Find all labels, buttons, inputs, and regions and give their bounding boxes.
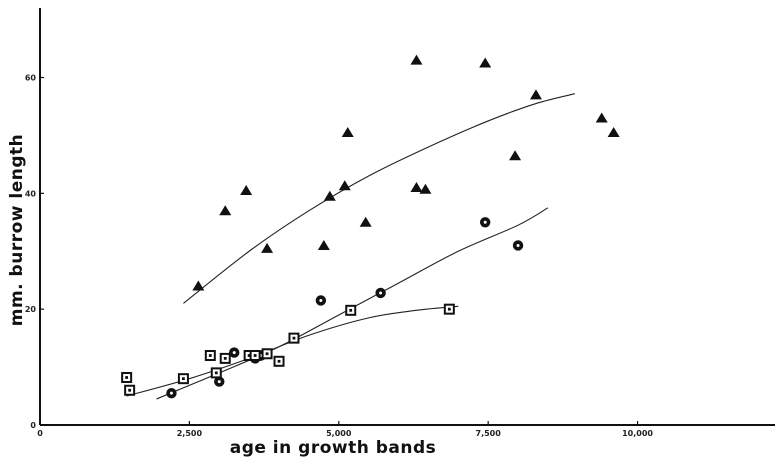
square-point-center: [265, 352, 269, 356]
triangle-point: [219, 205, 232, 216]
triangle-point: [341, 127, 354, 138]
x-axis-title: age in growth bands: [230, 438, 437, 458]
circle-point-center: [169, 391, 173, 395]
circle-point-center: [379, 291, 383, 295]
x-tick-label: 7,500: [476, 429, 502, 438]
triangle-point: [338, 180, 351, 191]
trend-line-square: [126, 305, 459, 397]
square-point-center: [292, 336, 296, 340]
triangle-point: [479, 57, 492, 68]
circle-point-center: [232, 351, 236, 355]
x-tick-label: 5,000: [326, 429, 352, 438]
square-point-center: [277, 359, 281, 363]
y-axis-title: mm. burrow length: [7, 134, 27, 327]
square-point-center: [253, 354, 257, 357]
axes: [39, 8, 775, 426]
triangle-point: [410, 54, 423, 65]
trend-line-circle: [156, 207, 549, 400]
x-tick-label: 2,500: [177, 429, 203, 438]
square-point-center: [214, 371, 218, 375]
square-point-center: [182, 377, 185, 381]
triangle-point: [529, 89, 542, 100]
square-point-center: [447, 307, 451, 311]
ticks: 0 2,500 5,000 7,500 10,000 0 20 40 60: [25, 74, 654, 439]
circle-point-center: [217, 380, 221, 384]
y-tick-label: 40: [25, 189, 37, 198]
y-tick-label: 60: [25, 74, 37, 83]
triangle-point: [240, 184, 253, 195]
x-tick-label: 10,000: [622, 429, 653, 438]
y-tick-label: 20: [25, 305, 37, 314]
data-markers: [121, 54, 620, 399]
triangle-point: [359, 216, 372, 227]
triangle-point: [419, 183, 432, 194]
y-tick-label: 0: [30, 421, 36, 430]
trend-lines: [126, 93, 575, 400]
square-point-center: [223, 356, 227, 360]
square-point-center: [349, 308, 353, 312]
square-point-center: [247, 354, 251, 357]
x-tick-label: 0: [37, 429, 43, 438]
triangle-point: [317, 239, 330, 250]
square-point-center: [208, 354, 212, 357]
triangle-point: [595, 112, 608, 123]
circle-point-center: [516, 243, 520, 247]
triangle-point: [261, 242, 274, 253]
square-point-center: [125, 376, 129, 379]
circle-point-center: [319, 298, 323, 302]
trend-line-triangle: [183, 93, 575, 304]
circle-point-center: [483, 220, 487, 224]
triangle-point: [192, 280, 205, 291]
triangle-point: [410, 182, 423, 193]
triangle-point: [509, 150, 522, 161]
square-point-center: [128, 388, 132, 392]
triangle-point: [323, 190, 336, 201]
triangle-point: [607, 127, 620, 138]
